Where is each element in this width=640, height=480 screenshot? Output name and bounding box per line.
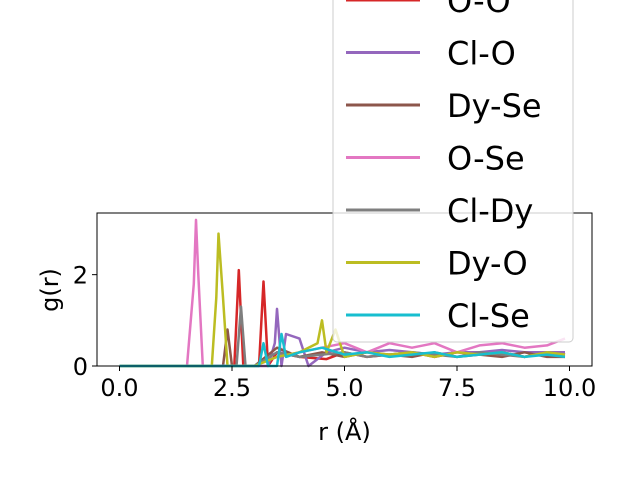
legend-label-dy-se: Dy-Se xyxy=(447,87,542,125)
x-axis-ticks: 0.0 2.5 5.0 7.5 10.0 xyxy=(100,366,596,402)
y-axis-ticks: 02 xyxy=(73,262,97,381)
y-tick-label: 0 xyxy=(73,353,88,381)
y-axis-label: g(r) xyxy=(36,268,64,312)
legend-box xyxy=(332,0,574,343)
y-tick-label: 2 xyxy=(73,262,88,290)
x-tick-label: 5.0 xyxy=(325,374,363,402)
legend-entries: O-O Cl-O Dy-Se O-Se Cl-Dy Dy-O Cl-Se xyxy=(346,0,542,335)
series-line-o-se xyxy=(119,218,566,368)
legend-label-o-se: O-Se xyxy=(447,140,525,178)
legend-label-o-o: O-O xyxy=(447,0,511,20)
x-tick-label: 7.5 xyxy=(438,374,476,402)
legend-label-cl-o: Cl-O xyxy=(447,35,516,73)
legend: O-O Cl-O Dy-Se O-Se Cl-Dy Dy-O Cl-Se xyxy=(332,0,574,343)
series-line-cl-o xyxy=(119,307,565,368)
x-tick-label: 2.5 xyxy=(213,374,251,402)
x-tick-label: 10.0 xyxy=(543,374,596,402)
x-tick-label: 0.0 xyxy=(100,374,138,402)
legend-label-cl-dy: Cl-Dy xyxy=(447,192,533,230)
legend-label-cl-se: Cl-Se xyxy=(447,297,530,335)
x-axis-label: r (Å) xyxy=(318,417,371,446)
legend-label-dy-o: Dy-O xyxy=(447,245,528,283)
